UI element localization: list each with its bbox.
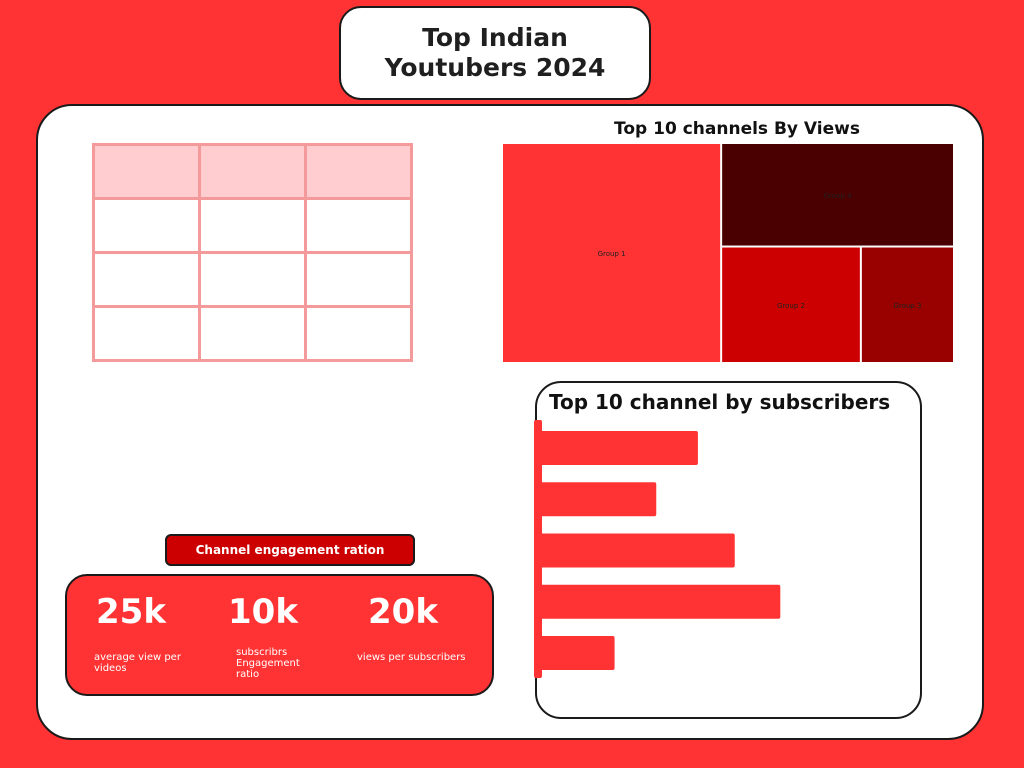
table-cell	[92, 197, 201, 254]
bar-chart-title: Top 10 channel by subscribers	[549, 390, 891, 414]
table-row	[92, 305, 413, 362]
engagement-label: Channel engagement ration	[165, 534, 415, 566]
bar	[538, 584, 781, 619]
table-cell	[198, 251, 307, 308]
treemap-title: Top 10 channels By Views	[614, 119, 860, 139]
stat-value: 20k	[368, 592, 438, 632]
table-cell	[304, 305, 413, 362]
bar	[538, 482, 657, 517]
treemap-label: Group 1	[598, 250, 626, 258]
treemap-cell	[722, 247, 860, 362]
treemap-label: Group 4	[824, 192, 853, 200]
engagement-stats-card	[65, 574, 494, 696]
title-line-1: Top Indian	[422, 23, 568, 52]
table-header-row	[92, 143, 413, 200]
table-cell	[92, 305, 201, 362]
treemap-label: Group 3	[893, 302, 921, 310]
title-line-2: Youtubers 2024	[384, 53, 606, 82]
treemap-cell	[722, 144, 953, 246]
bar	[538, 533, 735, 568]
treemap-cell	[861, 247, 953, 362]
bar	[538, 431, 698, 465]
table-cell	[198, 305, 307, 362]
stat-value: 10k	[228, 592, 298, 632]
subscribers-bar-chart	[534, 420, 781, 678]
table-cell	[304, 251, 413, 308]
page-title: Top Indian Youtubers 2024	[339, 6, 651, 100]
table-header-cell	[304, 143, 413, 200]
treemap-chart: Group 1 Group 4 Group 2 Group 3	[503, 144, 953, 362]
empty-table	[92, 143, 413, 362]
stat-label: average view per videos	[94, 652, 181, 674]
table-row	[92, 197, 413, 254]
table-cell	[304, 197, 413, 254]
table-cell	[92, 251, 201, 308]
treemap-cell	[503, 144, 721, 362]
treemap-label: Group 2	[777, 302, 805, 310]
table-row	[92, 251, 413, 308]
stat-label: views per subscribers	[357, 652, 466, 663]
stat-label: subscribrs Engagement ratio	[236, 647, 300, 680]
bar	[538, 636, 615, 670]
table-cell	[198, 197, 307, 254]
table-header-cell	[198, 143, 307, 200]
table-header-cell	[92, 143, 201, 200]
stat-value: 25k	[96, 592, 166, 632]
